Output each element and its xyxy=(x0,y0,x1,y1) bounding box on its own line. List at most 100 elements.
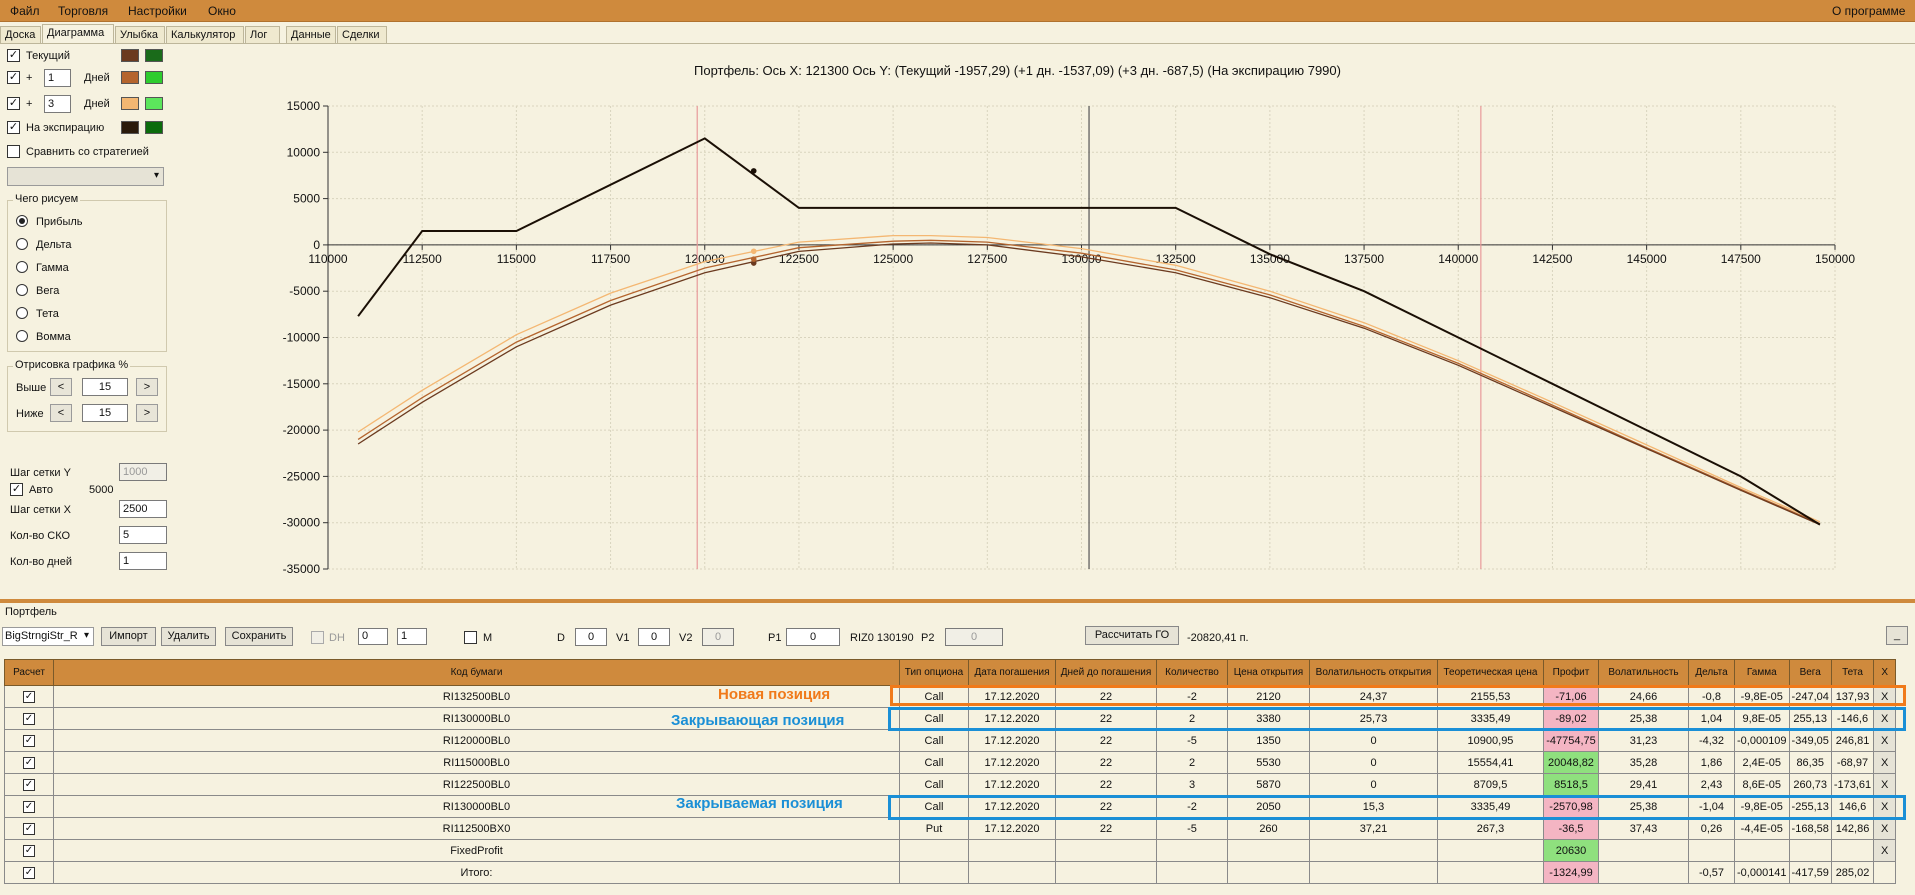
column-header[interactable]: Код бумаги xyxy=(53,659,900,686)
import-button[interactable]: Импорт xyxy=(101,627,156,646)
tab-board[interactable]: Доска xyxy=(0,26,41,44)
dh-spin-2[interactable]: 1 xyxy=(397,628,427,645)
table-row[interactable]: ✓ RI130000BL0 Call 17.12.2020 22 2 3380 25,73 33… xyxy=(4,707,1897,730)
current-color-swatch[interactable] xyxy=(121,49,139,62)
checkbox-check-icon[interactable]: ✓ xyxy=(23,735,35,747)
auto-checkbox[interactable]: ✓ xyxy=(10,483,23,496)
below-increase-button[interactable]: > xyxy=(136,404,158,422)
calc-checkbox-cell[interactable]: ✓ xyxy=(4,795,54,818)
below-input[interactable]: 15 xyxy=(82,404,128,422)
radio-vomma[interactable] xyxy=(16,330,28,342)
column-header[interactable]: Тета xyxy=(1830,659,1875,686)
radio-gamma[interactable] xyxy=(16,261,28,273)
tab-diagram[interactable]: Диаграмма xyxy=(42,24,114,44)
p2-input[interactable]: 0 xyxy=(945,628,1003,646)
plus3-color-swatch-2[interactable] xyxy=(145,97,163,110)
column-header[interactable]: Дней до погашения xyxy=(1055,659,1157,686)
plus1-color-swatch[interactable] xyxy=(121,71,139,84)
column-header[interactable]: Волатильность xyxy=(1598,659,1689,686)
plus1-days-input[interactable]: 1 xyxy=(44,69,71,87)
radio-profit[interactable] xyxy=(16,215,28,227)
checkbox-check-icon[interactable]: ✓ xyxy=(23,867,35,879)
radio-theta[interactable] xyxy=(16,307,28,319)
grid-y-input[interactable]: 1000 xyxy=(119,463,167,481)
p1-input[interactable]: 0 xyxy=(786,628,840,646)
above-input[interactable]: 15 xyxy=(82,378,128,396)
table-row[interactable]: ✓ RI112500BX0 Put 17.12.2020 22 -5 260 37,21 267… xyxy=(4,817,1897,840)
checkbox-check-icon[interactable]: ✓ xyxy=(23,691,35,703)
dh-checkbox[interactable] xyxy=(311,631,324,644)
save-button[interactable]: Сохранить xyxy=(225,627,293,646)
table-row[interactable]: ✓ RI132500BL0 Call 17.12.2020 22 -2 2120 24,37 2… xyxy=(4,685,1897,708)
column-header[interactable]: Цена открытия xyxy=(1227,659,1310,686)
portfolio-select[interactable]: BigStrngiStr_R ▾ xyxy=(2,627,94,646)
calc-checkbox-cell[interactable]: ✓ xyxy=(4,817,54,840)
remove-row-button[interactable]: X xyxy=(1873,729,1897,752)
dh-spin-1[interactable]: 0 xyxy=(358,628,388,645)
remove-row-button[interactable] xyxy=(1873,861,1897,884)
m-checkbox[interactable] xyxy=(464,631,477,644)
v2-input[interactable]: 0 xyxy=(702,628,734,646)
remove-row-button[interactable]: X xyxy=(1873,817,1897,840)
remove-row-button[interactable]: X xyxy=(1873,839,1897,862)
strategy-combo[interactable]: ▾ xyxy=(7,167,164,186)
checkbox-check-icon[interactable]: ✓ xyxy=(23,779,35,791)
below-decrease-button[interactable]: < xyxy=(50,404,72,422)
column-header[interactable]: Количество xyxy=(1156,659,1228,686)
sko-input[interactable]: 5 xyxy=(119,526,167,544)
compare-checkbox[interactable] xyxy=(7,145,20,158)
table-row[interactable]: ✓ RI122500BL0 Call 17.12.2020 22 3 5870 0 8709,5… xyxy=(4,773,1897,796)
grid-x-input[interactable]: 2500 xyxy=(119,500,167,518)
checkbox-check-icon[interactable]: ✓ xyxy=(23,713,35,725)
above-increase-button[interactable]: > xyxy=(136,378,158,396)
table-row[interactable]: ✓ RI130000BL0 Call 17.12.2020 22 -2 2050 15,3 33… xyxy=(4,795,1897,818)
current-color-swatch-2[interactable] xyxy=(145,49,163,62)
expiration-color-swatch[interactable] xyxy=(121,121,139,134)
menu-trade[interactable]: Торговля xyxy=(58,4,109,18)
table-row[interactable]: ✓ RI115000BL0 Call 17.12.2020 22 2 5530 0 15554,… xyxy=(4,751,1897,774)
radio-delta[interactable] xyxy=(16,238,28,250)
delete-button[interactable]: Удалить xyxy=(161,627,216,646)
tab-smile[interactable]: Улыбка xyxy=(115,26,165,44)
menu-file[interactable]: Файл xyxy=(10,4,40,18)
table-row[interactable]: ✓ RI120000BL0 Call 17.12.2020 22 -5 1350 0 10900… xyxy=(4,729,1897,752)
remove-row-button[interactable]: X xyxy=(1873,707,1897,730)
column-header[interactable]: Дата погашения xyxy=(968,659,1056,686)
calc-checkbox-cell[interactable]: ✓ xyxy=(4,685,54,708)
remove-row-button[interactable]: X xyxy=(1873,773,1897,796)
remove-row-button[interactable]: X xyxy=(1873,795,1897,818)
minimize-button[interactable]: _ xyxy=(1886,626,1908,645)
menu-settings[interactable]: Настройки xyxy=(128,4,187,18)
radio-vega[interactable] xyxy=(16,284,28,296)
v1-input[interactable]: 0 xyxy=(638,628,670,646)
calc-checkbox-cell[interactable]: ✓ xyxy=(4,839,54,862)
column-header[interactable]: Дельта xyxy=(1688,659,1735,686)
calc-checkbox-cell[interactable]: ✓ xyxy=(4,729,54,752)
column-header[interactable]: Тип опциона xyxy=(899,659,969,686)
column-header[interactable]: Вега xyxy=(1788,659,1832,686)
checkbox-check-icon[interactable]: ✓ xyxy=(23,801,35,813)
above-decrease-button[interactable]: < xyxy=(50,378,72,396)
plus3-days-input[interactable]: 3 xyxy=(44,95,71,113)
checkbox-check-icon[interactable]: ✓ xyxy=(23,845,35,857)
tab-log[interactable]: Лог xyxy=(245,26,280,44)
tab-data[interactable]: Данные xyxy=(286,26,336,44)
column-header[interactable]: Волатильность открытия xyxy=(1309,659,1438,686)
panel-splitter[interactable] xyxy=(0,599,1915,603)
expiration-color-swatch-2[interactable] xyxy=(145,121,163,134)
menu-window[interactable]: Окно xyxy=(208,4,236,18)
d-input[interactable]: 0 xyxy=(575,628,607,646)
current-checkbox[interactable]: ✓ xyxy=(7,49,20,62)
calc-go-button[interactable]: Рассчитать ГО xyxy=(1085,626,1179,645)
expiration-checkbox[interactable]: ✓ xyxy=(7,121,20,134)
tab-calculator[interactable]: Калькулятор xyxy=(166,26,244,44)
column-header[interactable]: Расчет xyxy=(4,659,54,686)
table-row[interactable]: ✓ Итого: -1324,99 -0,57 -0,000141 -417,59 285,… xyxy=(4,861,1897,884)
column-header[interactable]: Теоретическая цена xyxy=(1437,659,1544,686)
column-header[interactable]: X xyxy=(1873,659,1897,686)
calc-checkbox-cell[interactable]: ✓ xyxy=(4,773,54,796)
table-row[interactable]: ✓ FixedProfit 20630 X xyxy=(4,839,1897,862)
checkbox-check-icon[interactable]: ✓ xyxy=(23,757,35,769)
days-count-input[interactable]: 1 xyxy=(119,552,167,570)
menu-about[interactable]: О программе xyxy=(1832,4,1906,18)
